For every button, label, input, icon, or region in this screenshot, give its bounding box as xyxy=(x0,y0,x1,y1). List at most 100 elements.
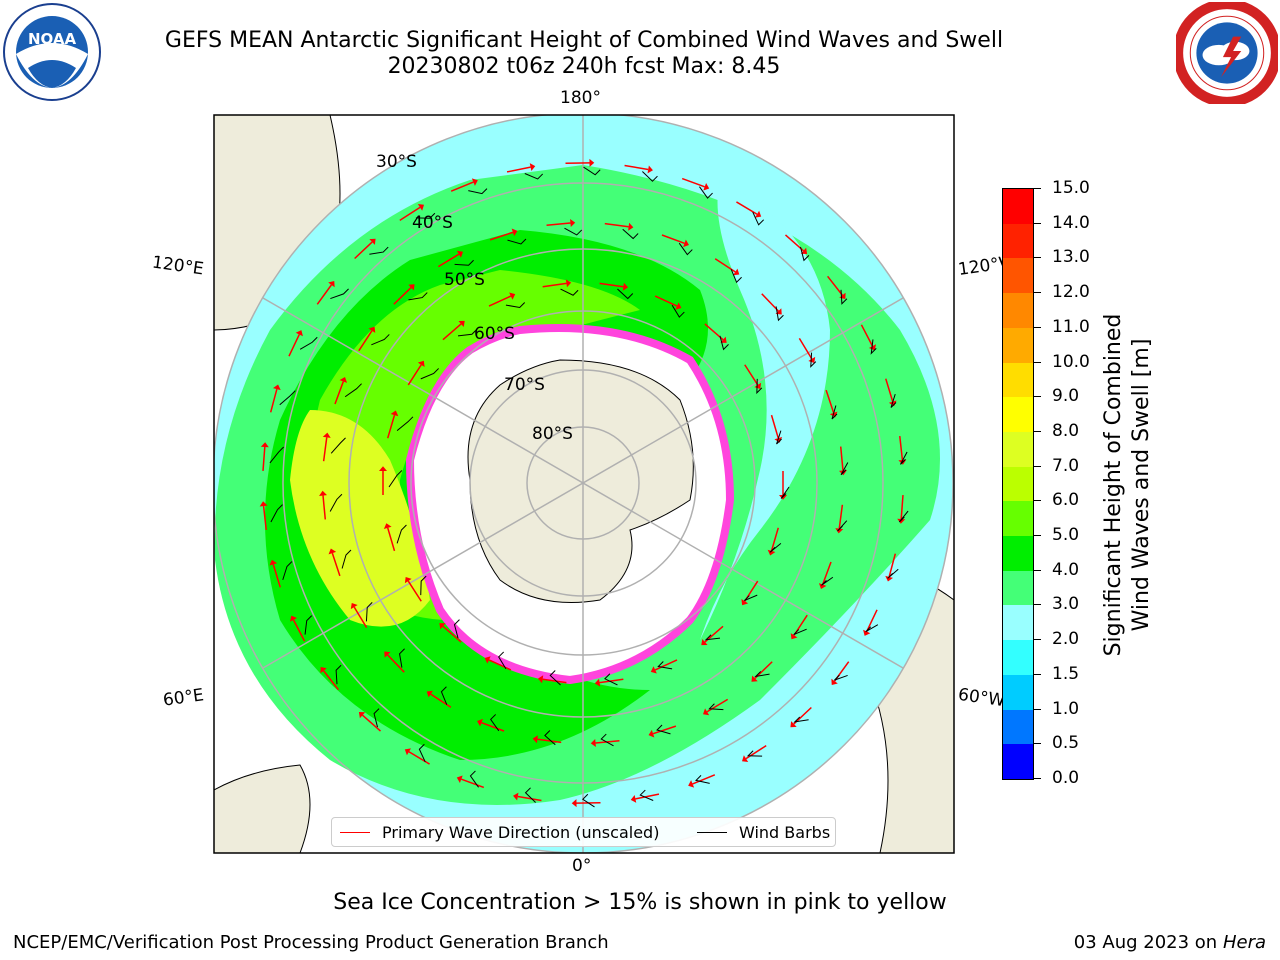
wave-arrow-head xyxy=(513,792,519,801)
wind-barb xyxy=(524,787,536,803)
colorbar-tick-label: 3.0 xyxy=(1052,594,1080,615)
credit-right: 03 Aug 2023 on Hera xyxy=(1074,932,1266,953)
wave-arrow-head xyxy=(417,204,425,211)
colorbar-segment xyxy=(1003,362,1033,398)
wind-barb xyxy=(870,339,877,355)
colorbar-segment xyxy=(1003,431,1033,467)
wave-arrow xyxy=(542,678,567,684)
wind-barb xyxy=(330,437,346,454)
wind-barb xyxy=(371,334,390,346)
wind-barb xyxy=(831,405,838,420)
colorbar-tick xyxy=(1034,673,1041,675)
wave-arrow xyxy=(692,774,716,785)
wave-arrow-head xyxy=(885,575,894,582)
wind-barb xyxy=(671,304,685,318)
wind-barb xyxy=(344,383,362,398)
colorbar-segment xyxy=(1003,744,1033,779)
wind-barb xyxy=(780,486,790,499)
wave-arrow xyxy=(599,678,624,684)
wind-barb xyxy=(754,671,770,678)
colorbar-tick xyxy=(1034,604,1041,606)
wave-arrow xyxy=(624,164,649,171)
wind-barb xyxy=(469,770,479,788)
colorbar-tick xyxy=(1034,708,1041,710)
wave-arrow-head xyxy=(590,738,596,747)
wave-arrow-head xyxy=(439,623,446,630)
wave-arrow xyxy=(331,552,341,577)
wave-arrow-head xyxy=(529,163,536,172)
wind-barb xyxy=(330,288,349,300)
wind-barb xyxy=(564,227,583,236)
wave-arrow-head xyxy=(471,178,478,186)
wind-barb xyxy=(793,716,809,723)
wave-arrow xyxy=(387,414,396,439)
wind-barb xyxy=(282,561,293,581)
wind-barb xyxy=(678,242,693,256)
wave-arrow-head xyxy=(537,675,544,684)
wave-arrow xyxy=(262,446,266,471)
wave-arrow xyxy=(407,580,422,602)
wave-arrow xyxy=(595,739,620,744)
wave-arrow xyxy=(661,234,685,245)
colorbar-tick xyxy=(1034,396,1041,398)
wave-arrow-head xyxy=(328,548,337,555)
wave-arrow xyxy=(745,745,767,760)
wind-barb xyxy=(415,212,436,219)
wave-arrow xyxy=(838,504,844,529)
wave-arrow xyxy=(488,295,512,307)
wave-arrow xyxy=(272,564,281,588)
colorbar-tick xyxy=(1034,188,1041,189)
wave-arrow-head xyxy=(675,302,682,310)
wind-barb xyxy=(560,288,579,296)
wind-barb xyxy=(468,188,488,195)
colorbar-tick xyxy=(1034,639,1041,641)
colorbar-tick-label: 12.0 xyxy=(1052,282,1090,303)
wave-arrow-head xyxy=(328,280,335,288)
wave-arrow-head xyxy=(565,279,572,288)
wave-arrow-head xyxy=(754,382,762,390)
wave-arrow xyxy=(706,698,729,713)
wind-barb xyxy=(420,575,427,596)
wave-arrow-head xyxy=(650,666,657,674)
wind-barb xyxy=(453,619,460,639)
wave-arrow-head xyxy=(456,250,463,258)
colorbar-segment xyxy=(1003,501,1033,537)
wind-barb xyxy=(719,335,729,351)
colorbar-tick xyxy=(1034,326,1041,328)
colorbar-title: Significant Height of Combined Wind Wave… xyxy=(1100,235,1156,735)
wind-barb xyxy=(708,703,724,711)
wind-barb xyxy=(299,336,318,350)
wind-barb xyxy=(769,542,782,553)
wind-barb xyxy=(373,708,380,728)
wind-barb xyxy=(656,724,671,735)
wave-arrow-head xyxy=(720,336,727,343)
wave-arrow-head xyxy=(589,158,595,167)
wave-arrow-head xyxy=(622,282,629,291)
colorbar-tick xyxy=(1034,361,1041,363)
wave-arrow xyxy=(798,337,813,360)
wind-barb xyxy=(793,628,807,636)
colorbar-segment xyxy=(1003,327,1033,363)
colorbar-tick xyxy=(1034,743,1041,745)
wave-arrow xyxy=(900,495,904,520)
colorbar-segment xyxy=(1003,466,1033,502)
wind-barb xyxy=(457,328,478,337)
wave-arrow xyxy=(450,181,474,192)
wind-barb xyxy=(269,446,285,464)
wave-arrow xyxy=(362,714,382,732)
colorbar-tick-label: 4.0 xyxy=(1052,559,1080,580)
wind-barb xyxy=(369,246,389,255)
colorbar-tick xyxy=(1034,292,1041,294)
colorbar-tick-label: 13.0 xyxy=(1052,247,1090,268)
wind-barb xyxy=(420,368,439,380)
colorbar-tick xyxy=(1034,500,1041,502)
wind-barb xyxy=(341,549,352,569)
wind-barb xyxy=(454,259,474,266)
colorbar-segment xyxy=(1003,640,1033,675)
wave-arrow xyxy=(825,389,835,414)
wave-arrow-head xyxy=(818,583,827,589)
wave-arrow xyxy=(442,625,462,643)
wave-arrow-head xyxy=(741,599,749,606)
wave-arrow xyxy=(736,201,758,215)
